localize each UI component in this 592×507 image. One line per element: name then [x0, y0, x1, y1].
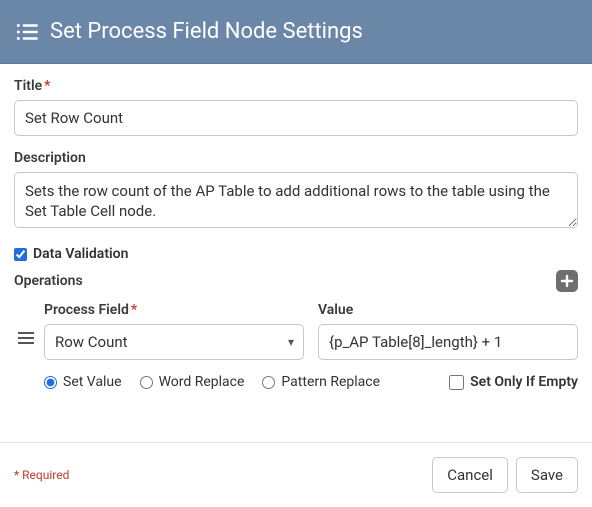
mode-set-value-label: Set Value	[63, 374, 122, 390]
description-input[interactable]: Sets the row count of the AP Table to ad…	[14, 172, 578, 228]
process-field-label: Process Field*	[44, 302, 304, 318]
cancel-button[interactable]: Cancel	[432, 457, 508, 493]
mode-word-replace-radio[interactable]	[140, 376, 153, 389]
mode-pattern-replace[interactable]: Pattern Replace	[262, 374, 380, 390]
mode-set-value-radio[interactable]	[44, 376, 57, 389]
save-button[interactable]: Save	[516, 457, 578, 493]
set-only-if-empty[interactable]: Set Only If Empty	[449, 374, 578, 390]
required-star: *	[131, 302, 137, 318]
operation-row: Process Field* Row Count ▾ Value	[14, 302, 578, 390]
dialog-footer: * Required Cancel Save	[0, 442, 592, 507]
operation-mode-row: Set Value Word Replace Pattern Replace S…	[44, 374, 578, 390]
title-label: Title*	[14, 78, 578, 94]
operations-label: Operations	[14, 273, 83, 289]
data-validation-checkbox[interactable]	[14, 248, 27, 261]
description-label: Description	[14, 150, 578, 166]
list-icon	[14, 19, 40, 45]
drag-handle-icon[interactable]	[14, 332, 38, 344]
process-field-select[interactable]: Row Count	[44, 324, 304, 360]
set-only-if-empty-checkbox[interactable]	[449, 375, 464, 390]
dialog-header: Set Process Field Node Settings	[0, 0, 592, 64]
set-only-if-empty-label: Set Only If Empty	[470, 374, 578, 390]
mode-pattern-replace-label: Pattern Replace	[281, 374, 380, 390]
required-note: * Required	[14, 468, 69, 482]
value-label: Value	[318, 302, 578, 318]
mode-set-value[interactable]: Set Value	[44, 374, 122, 390]
required-star: *	[44, 78, 50, 94]
dialog-title: Set Process Field Node Settings	[50, 19, 363, 44]
title-label-text: Title	[14, 78, 42, 94]
value-input[interactable]	[318, 324, 578, 360]
mode-word-replace-label: Word Replace	[159, 374, 245, 390]
add-operation-button[interactable]	[556, 270, 578, 292]
data-validation-label: Data Validation	[33, 246, 128, 262]
dialog-body: Title* Description Sets the row count of…	[0, 64, 592, 390]
title-input[interactable]	[14, 100, 578, 136]
data-validation-row: Data Validation	[14, 246, 578, 262]
mode-pattern-replace-radio[interactable]	[262, 376, 275, 389]
mode-word-replace[interactable]: Word Replace	[140, 374, 245, 390]
process-field-label-text: Process Field	[44, 302, 129, 318]
operations-header: Operations	[14, 270, 578, 292]
